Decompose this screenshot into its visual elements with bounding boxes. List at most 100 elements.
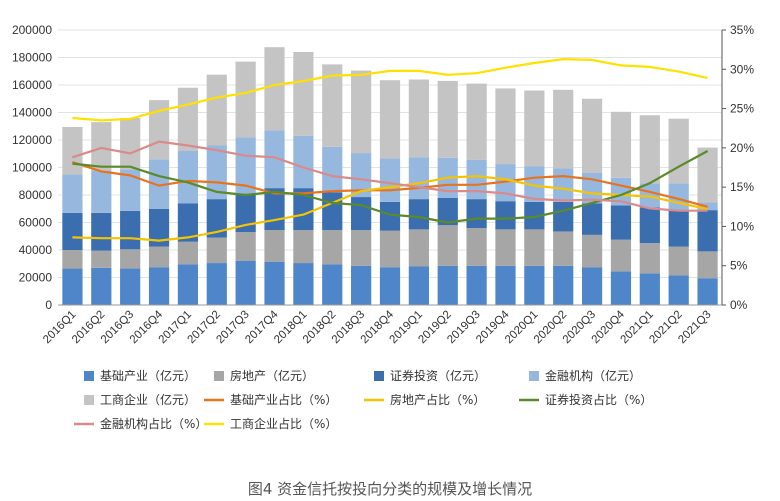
bar-segment-1 [697, 278, 718, 305]
right-tick-label: 15% [730, 180, 754, 194]
bar-segment-2 [668, 246, 689, 276]
legend-swatch [374, 371, 384, 381]
bar-segment-5 [668, 118, 689, 184]
bar-segment-2 [120, 249, 141, 269]
legend-item: 证券投资（亿元） [374, 368, 486, 383]
bar-segment-4 [293, 135, 314, 189]
bar-segment-5 [408, 79, 429, 158]
left-tick-label: 80000 [19, 188, 53, 202]
bar-segment-1 [639, 273, 660, 305]
bar-segment-1 [62, 268, 83, 305]
bar-segment-2 [148, 246, 170, 268]
left-tick-label: 180000 [12, 51, 52, 65]
legend-item: 工商企业占比（%） [204, 416, 337, 431]
legend-item: 房地产占比（%） [364, 392, 485, 407]
bar-segment-5 [177, 87, 199, 151]
bar-segment-3 [322, 192, 343, 231]
left-tick-label: 160000 [12, 78, 52, 92]
bar-segment-2 [91, 250, 112, 268]
right-tick-label: 30% [730, 62, 754, 76]
legend-item: 基础产业（亿元） [84, 368, 196, 383]
bar-segment-1 [379, 267, 401, 305]
bar-segment-5 [120, 118, 141, 170]
legend-swatch [84, 395, 94, 405]
bar-segment-3 [120, 210, 141, 250]
legend-label: 基础产业（亿元） [100, 368, 196, 383]
left-tick-label: 40000 [19, 243, 53, 257]
bar-segment-1 [581, 267, 603, 305]
right-tick-label: 25% [730, 102, 754, 116]
legend-item: 证券投资占比（%） [519, 392, 652, 407]
bar-segment-2 [466, 228, 487, 266]
bar-series-group [62, 47, 718, 305]
bar-segment-3 [293, 188, 314, 231]
bar-segment-1 [437, 265, 458, 305]
bar-segment-2 [697, 251, 718, 279]
legend-label: 金融机构（亿元） [545, 368, 641, 383]
bar-segment-1 [235, 261, 256, 305]
line-series-1 [72, 160, 708, 208]
bar-segment-1 [495, 265, 516, 305]
legend-label: 证券投资（亿元） [390, 368, 486, 383]
bar-segment-5 [610, 111, 632, 178]
bar-segment-5 [206, 74, 227, 146]
legend-label: 房地产（亿元） [230, 368, 314, 383]
bar-segment-3 [610, 205, 632, 240]
bar-segment-2 [495, 229, 516, 266]
bar-segment-4 [120, 169, 141, 211]
left-tick-label: 20000 [19, 271, 53, 285]
bar-segment-2 [408, 229, 429, 267]
right-tick-label: 20% [730, 141, 754, 155]
bar-segment-1 [91, 267, 112, 305]
legend-label: 房地产占比（%） [390, 392, 485, 407]
bar-segment-5 [293, 52, 314, 136]
bar-segment-4 [322, 146, 343, 193]
chart-title: 图4 资金信托按投向分类的规模及增长情况 [248, 480, 532, 498]
bar-segment-2 [293, 230, 314, 264]
bar-segment-3 [639, 207, 660, 244]
bar-segment-2 [581, 234, 603, 268]
bar-segment-5 [62, 126, 83, 175]
bar-segment-4 [206, 145, 227, 200]
bar-segment-3 [495, 201, 516, 230]
bar-segment-3 [553, 201, 574, 232]
bar-segment-2 [610, 239, 632, 272]
left-tick-label: 140000 [12, 106, 52, 120]
legend-item: 工商企业（亿元） [84, 392, 196, 407]
bar-segment-4 [351, 153, 372, 198]
bar-segment-3 [379, 201, 401, 231]
line-series-2 [72, 175, 708, 242]
legend-item: 金融机构（亿元） [529, 368, 641, 383]
legend-label: 金融机构占比（%） [100, 416, 207, 431]
bar-segment-4 [264, 130, 285, 189]
bar-segment-5 [91, 122, 112, 171]
bar-segment-2 [177, 241, 199, 265]
bar-segment-2 [437, 225, 458, 266]
legend-label: 基础产业占比（%） [230, 392, 337, 407]
bar-segment-3 [177, 203, 199, 242]
bar-segment-4 [553, 168, 574, 202]
bar-segment-2 [639, 243, 660, 274]
bar-segment-2 [379, 230, 401, 268]
left-axis: 0 20000 40000 60000 80000 100000 120000 140000 1… [12, 23, 52, 312]
bar-segment-5 [553, 89, 574, 169]
bar-segment-4 [466, 159, 487, 200]
left-tick-label: 120000 [12, 133, 52, 147]
bar-segment-1 [610, 271, 632, 305]
bar-segment-4 [148, 159, 170, 209]
bar-segment-4 [62, 174, 83, 213]
bar-segment-2 [62, 250, 83, 269]
bar-segment-3 [437, 197, 458, 226]
bar-segment-3 [206, 199, 227, 238]
right-axis: 0% 5% 10% 15% 20% 25% 30% 35% [721, 23, 754, 312]
bar-segment-4 [524, 166, 545, 202]
bar-segment-3 [697, 210, 718, 252]
legend: 基础产业（亿元） 房地产（亿元） 证券投资（亿元） 金融机构（亿元） 工商企业（亿元） 基… [74, 368, 652, 431]
right-tick-label: 35% [730, 23, 754, 37]
bar-segment-1 [553, 265, 574, 305]
line-series-4 [72, 140, 708, 212]
legend-swatch [214, 371, 224, 381]
legend-swatch [529, 371, 539, 381]
bar-segment-4 [408, 157, 429, 200]
bar-segment-1 [466, 265, 487, 305]
